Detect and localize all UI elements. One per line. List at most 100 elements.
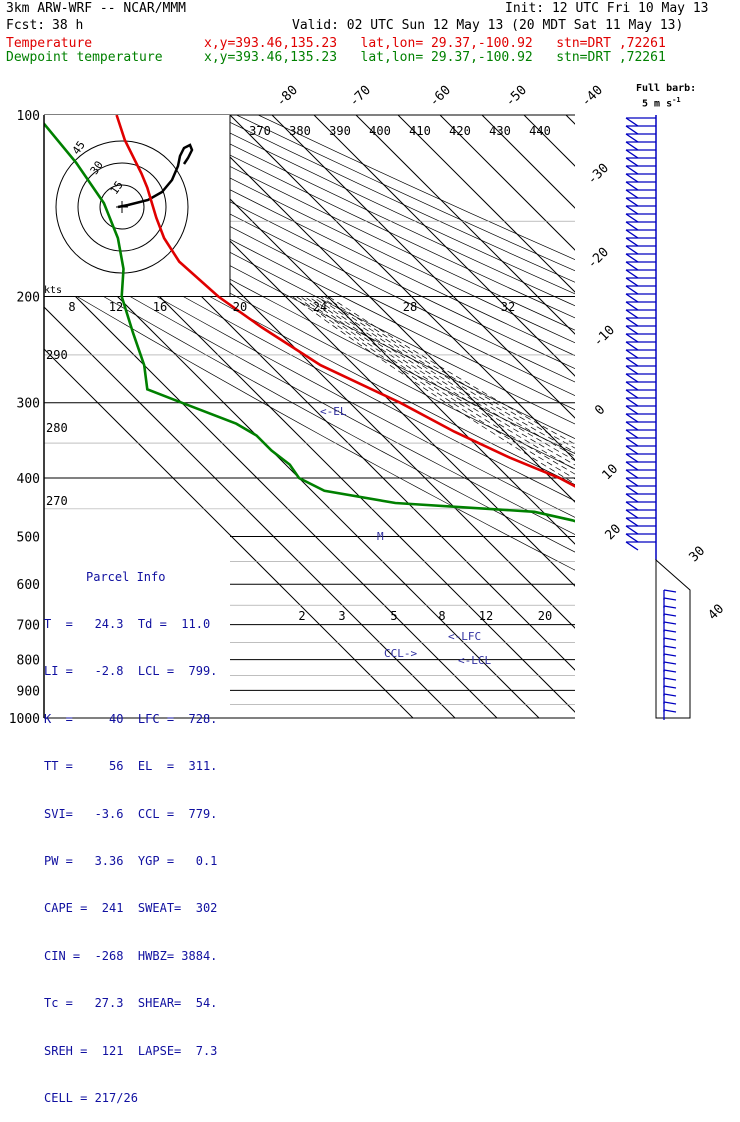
wind-barb xyxy=(626,534,638,542)
isotherm-label: -50 xyxy=(503,83,530,110)
wind-barb xyxy=(626,214,638,222)
wind-barb xyxy=(626,318,638,326)
wind-barb xyxy=(626,366,638,374)
pressure-tick-label: 800 xyxy=(17,654,40,669)
valid-time: Valid: 02 UTC Sun 12 May 13 (20 MDT Sat … xyxy=(292,19,683,33)
parcel-row: SVI= -3.6 CCL = 779. xyxy=(44,807,230,823)
isotherm-line xyxy=(356,115,740,718)
dewpoint-legend: Dewpoint temperature xyxy=(6,51,163,65)
pressure-tick-label: 100 xyxy=(17,109,40,124)
hodo-speed-label: 20 xyxy=(233,300,247,314)
m-marker: M xyxy=(377,530,384,544)
hodograph-unit: kts xyxy=(44,284,62,298)
wind-barb xyxy=(626,286,638,294)
wind-barb xyxy=(626,134,638,142)
wind-barb xyxy=(626,462,638,470)
wind-barb xyxy=(626,486,638,494)
hodo-direction-label: 270 xyxy=(46,494,68,508)
forecast-label: Fcst: xyxy=(6,19,45,33)
wind-barb xyxy=(626,350,638,358)
pressure-tick-label: 1000 xyxy=(9,712,40,727)
wind-barb xyxy=(664,694,676,696)
isotherm-label: -60 xyxy=(427,83,454,110)
barb-legend-speed: 5 m s xyxy=(642,98,672,109)
hodo-speed-label: 16 xyxy=(153,300,167,314)
wind-barb xyxy=(626,478,638,486)
wind-barb xyxy=(626,302,638,310)
wind-barb xyxy=(626,182,638,190)
moist-adiabat xyxy=(308,297,740,719)
hodo-speed-label: 8 xyxy=(68,300,75,314)
wind-barb xyxy=(626,150,638,158)
theta-label: 410 xyxy=(409,124,431,138)
moist-adiabat xyxy=(300,297,740,719)
hodo-direction-label: 280 xyxy=(46,421,68,435)
isotherm-line xyxy=(482,115,740,718)
parcel-row: CELL = 217/26 xyxy=(44,1091,230,1107)
wind-barb xyxy=(626,254,638,262)
moist-adiabat xyxy=(316,297,740,719)
isotherm-label: 30 xyxy=(687,544,709,566)
lcl-marker: <-LCL xyxy=(458,654,491,668)
pressure-tick-label: 300 xyxy=(17,397,40,412)
hodo-speed-label: 12 xyxy=(109,300,123,314)
wind-barb xyxy=(626,166,638,174)
parcel-row: CAPE = 241 SWEAT= 302 xyxy=(44,901,230,917)
wind-barb xyxy=(626,438,638,446)
hodo-speed-label: 28 xyxy=(403,300,417,314)
wind-barb xyxy=(664,606,676,608)
pressure-tick-label: 600 xyxy=(17,578,40,593)
wind-barb xyxy=(626,262,638,270)
lfc-marker: <-LFC xyxy=(448,630,481,644)
isotherm-line xyxy=(188,115,740,718)
wind-barb xyxy=(626,422,638,430)
wind-barb xyxy=(664,590,676,592)
isotherm-label: 20 xyxy=(603,522,625,544)
hodo-speed-label: 24 xyxy=(313,300,327,314)
pressure-tick-label: 900 xyxy=(17,684,40,699)
mixing-ratio-label: 2 xyxy=(298,609,305,623)
wind-barb xyxy=(664,638,676,640)
theta-label: 390 xyxy=(329,124,351,138)
wind-barb xyxy=(664,630,676,632)
parcel-row: TT = 56 EL = 311. xyxy=(44,759,230,775)
pressure-tick-label: 200 xyxy=(17,291,40,306)
wind-barb xyxy=(626,446,638,454)
wind-barb xyxy=(626,430,638,438)
wind-barb xyxy=(626,518,638,526)
wind-barb xyxy=(626,390,638,398)
wind-barb xyxy=(626,406,638,414)
forecast-hours: 38 h xyxy=(52,19,83,33)
wind-barb xyxy=(626,310,638,318)
isotherm-label: 0 xyxy=(592,402,608,418)
isotherm-label: -30 xyxy=(585,161,612,188)
theta-label: 420 xyxy=(449,124,471,138)
isotherm-line xyxy=(440,115,740,718)
ccl-marker: CCL-> xyxy=(384,647,417,661)
wind-barb xyxy=(664,702,676,704)
theta-label: 400 xyxy=(369,124,391,138)
wind-barb xyxy=(664,662,676,664)
theta-label: 380 xyxy=(289,124,311,138)
barb-legend-exponent: -1 xyxy=(672,96,680,104)
hodo-speed-label: 32 xyxy=(501,300,515,314)
mixing-ratio-label: 3 xyxy=(338,609,345,623)
dewpoint-location: x,y=393.46,135.23 lat,lon= 29.37,-100.92… xyxy=(204,51,666,65)
wind-barb xyxy=(626,358,638,366)
wind-barb xyxy=(626,326,638,334)
wind-barb xyxy=(626,382,638,390)
isotherm-label: -70 xyxy=(347,83,374,110)
parcel-row: Tc = 27.3 SHEAR= 54. xyxy=(44,996,230,1012)
wind-barb xyxy=(626,494,638,502)
temperature-location: x,y=393.46,135.23 lat,lon= 29.37,-100.92… xyxy=(204,37,666,51)
parcel-info-panel: Parcel Info T = 24.3 Td = 11.0 LI = -2.8… xyxy=(44,538,230,1122)
wind-barb xyxy=(664,678,676,680)
isotherm-label: -10 xyxy=(591,323,618,350)
wind-barb xyxy=(664,654,676,656)
wind-barb xyxy=(664,598,676,600)
parcel-row: K = 40 LFC = 728. xyxy=(44,712,230,728)
parcel-row: LI = -2.8 LCL = 799. xyxy=(44,664,230,680)
wind-barb xyxy=(664,670,676,672)
wind-barb xyxy=(626,470,638,478)
wind-barb xyxy=(664,710,676,712)
